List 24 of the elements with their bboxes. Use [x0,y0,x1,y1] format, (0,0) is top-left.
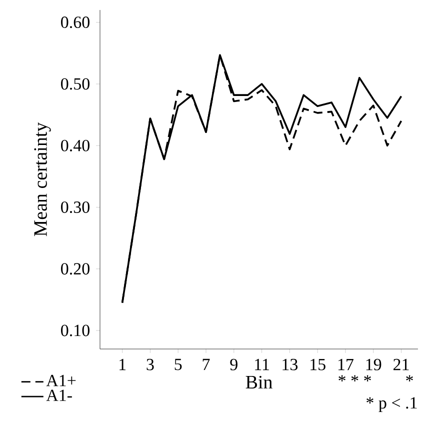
y-tick-label: 0.60 [61,16,90,28]
y-tick-label: 0.50 [61,78,90,90]
x-tick-label: 7 [202,358,210,370]
text: * * * [338,375,371,382]
y-axis-title: Mean certainty [34,122,51,236]
x-tick-label: 19 [366,358,382,370]
x-tick-label: 9 [230,358,238,370]
x-tick-label: 15 [310,358,326,370]
legend-label: A1- [46,390,72,401]
x-tick-label: 13 [282,358,298,370]
x-tick-label: 11 [255,358,269,370]
legend-label: A1+ [46,374,76,386]
text: * p < .1 [366,397,417,412]
x-tick-label: 17 [338,358,354,370]
y-tick-label: 0.10 [61,324,90,336]
x-tick-label: 21 [394,358,409,370]
x-tick-label: 1 [120,358,126,370]
x-tick-label: 3 [146,358,154,370]
y-tick-label: 0.30 [61,201,90,214]
x-tick-label: 5 [174,358,182,370]
text: * [406,375,413,382]
y-tick-label: 0.20 [61,263,90,275]
y-tick-label: 0.40 [61,140,90,152]
x-axis-title: Bin [246,376,272,388]
